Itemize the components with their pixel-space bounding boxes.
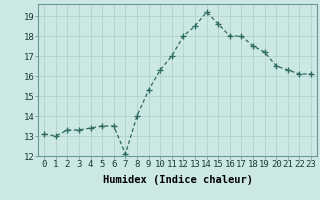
X-axis label: Humidex (Indice chaleur): Humidex (Indice chaleur) bbox=[103, 175, 252, 185]
